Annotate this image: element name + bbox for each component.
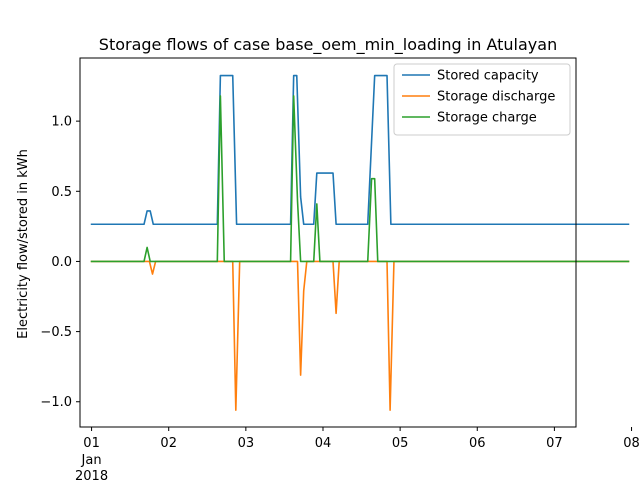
series-line-2 <box>90 260 630 411</box>
y-axis-label: Electricity flow/stored in kWh <box>16 149 31 339</box>
x-tick-label-4: 04 <box>315 436 332 451</box>
x-tick-sublabel-2: 2018 <box>75 469 108 480</box>
x-tick-label-7: 07 <box>546 436 563 451</box>
legend: Stored capacity Storage discharge Storage … <box>393 63 571 136</box>
legend-label-2: Storage discharge <box>437 90 555 105</box>
y-tick-label-2: 0.5 <box>51 185 72 200</box>
x-tick-label-2: 02 <box>160 436 177 451</box>
y-tick-label-4: −0.5 <box>40 325 72 340</box>
legend-box <box>393 63 571 136</box>
y-tick-label-1: 1.0 <box>51 115 72 130</box>
x-tick-sublabel-1: Jan <box>81 453 102 468</box>
legend-label-3: Storage charge <box>437 111 537 126</box>
x-tick-label-3: 03 <box>238 436 255 451</box>
y-tick-label-5: −1.0 <box>40 395 72 410</box>
x-tick-label-5: 05 <box>392 436 409 451</box>
legend-label-1: Stored capacity <box>437 69 539 84</box>
plot-frame <box>79 57 577 428</box>
x-tick-label-1: 01 <box>83 436 100 451</box>
y-tick-label-3: 0.0 <box>51 255 72 270</box>
x-tick-label-8: 08 <box>623 436 640 451</box>
series-line-1 <box>90 74 630 226</box>
chart-title: Storage flows of case base_oem_min_loadi… <box>99 35 557 55</box>
series-layer <box>90 74 630 411</box>
series-line-3 <box>90 95 630 263</box>
x-tick-label-6: 06 <box>469 436 486 451</box>
